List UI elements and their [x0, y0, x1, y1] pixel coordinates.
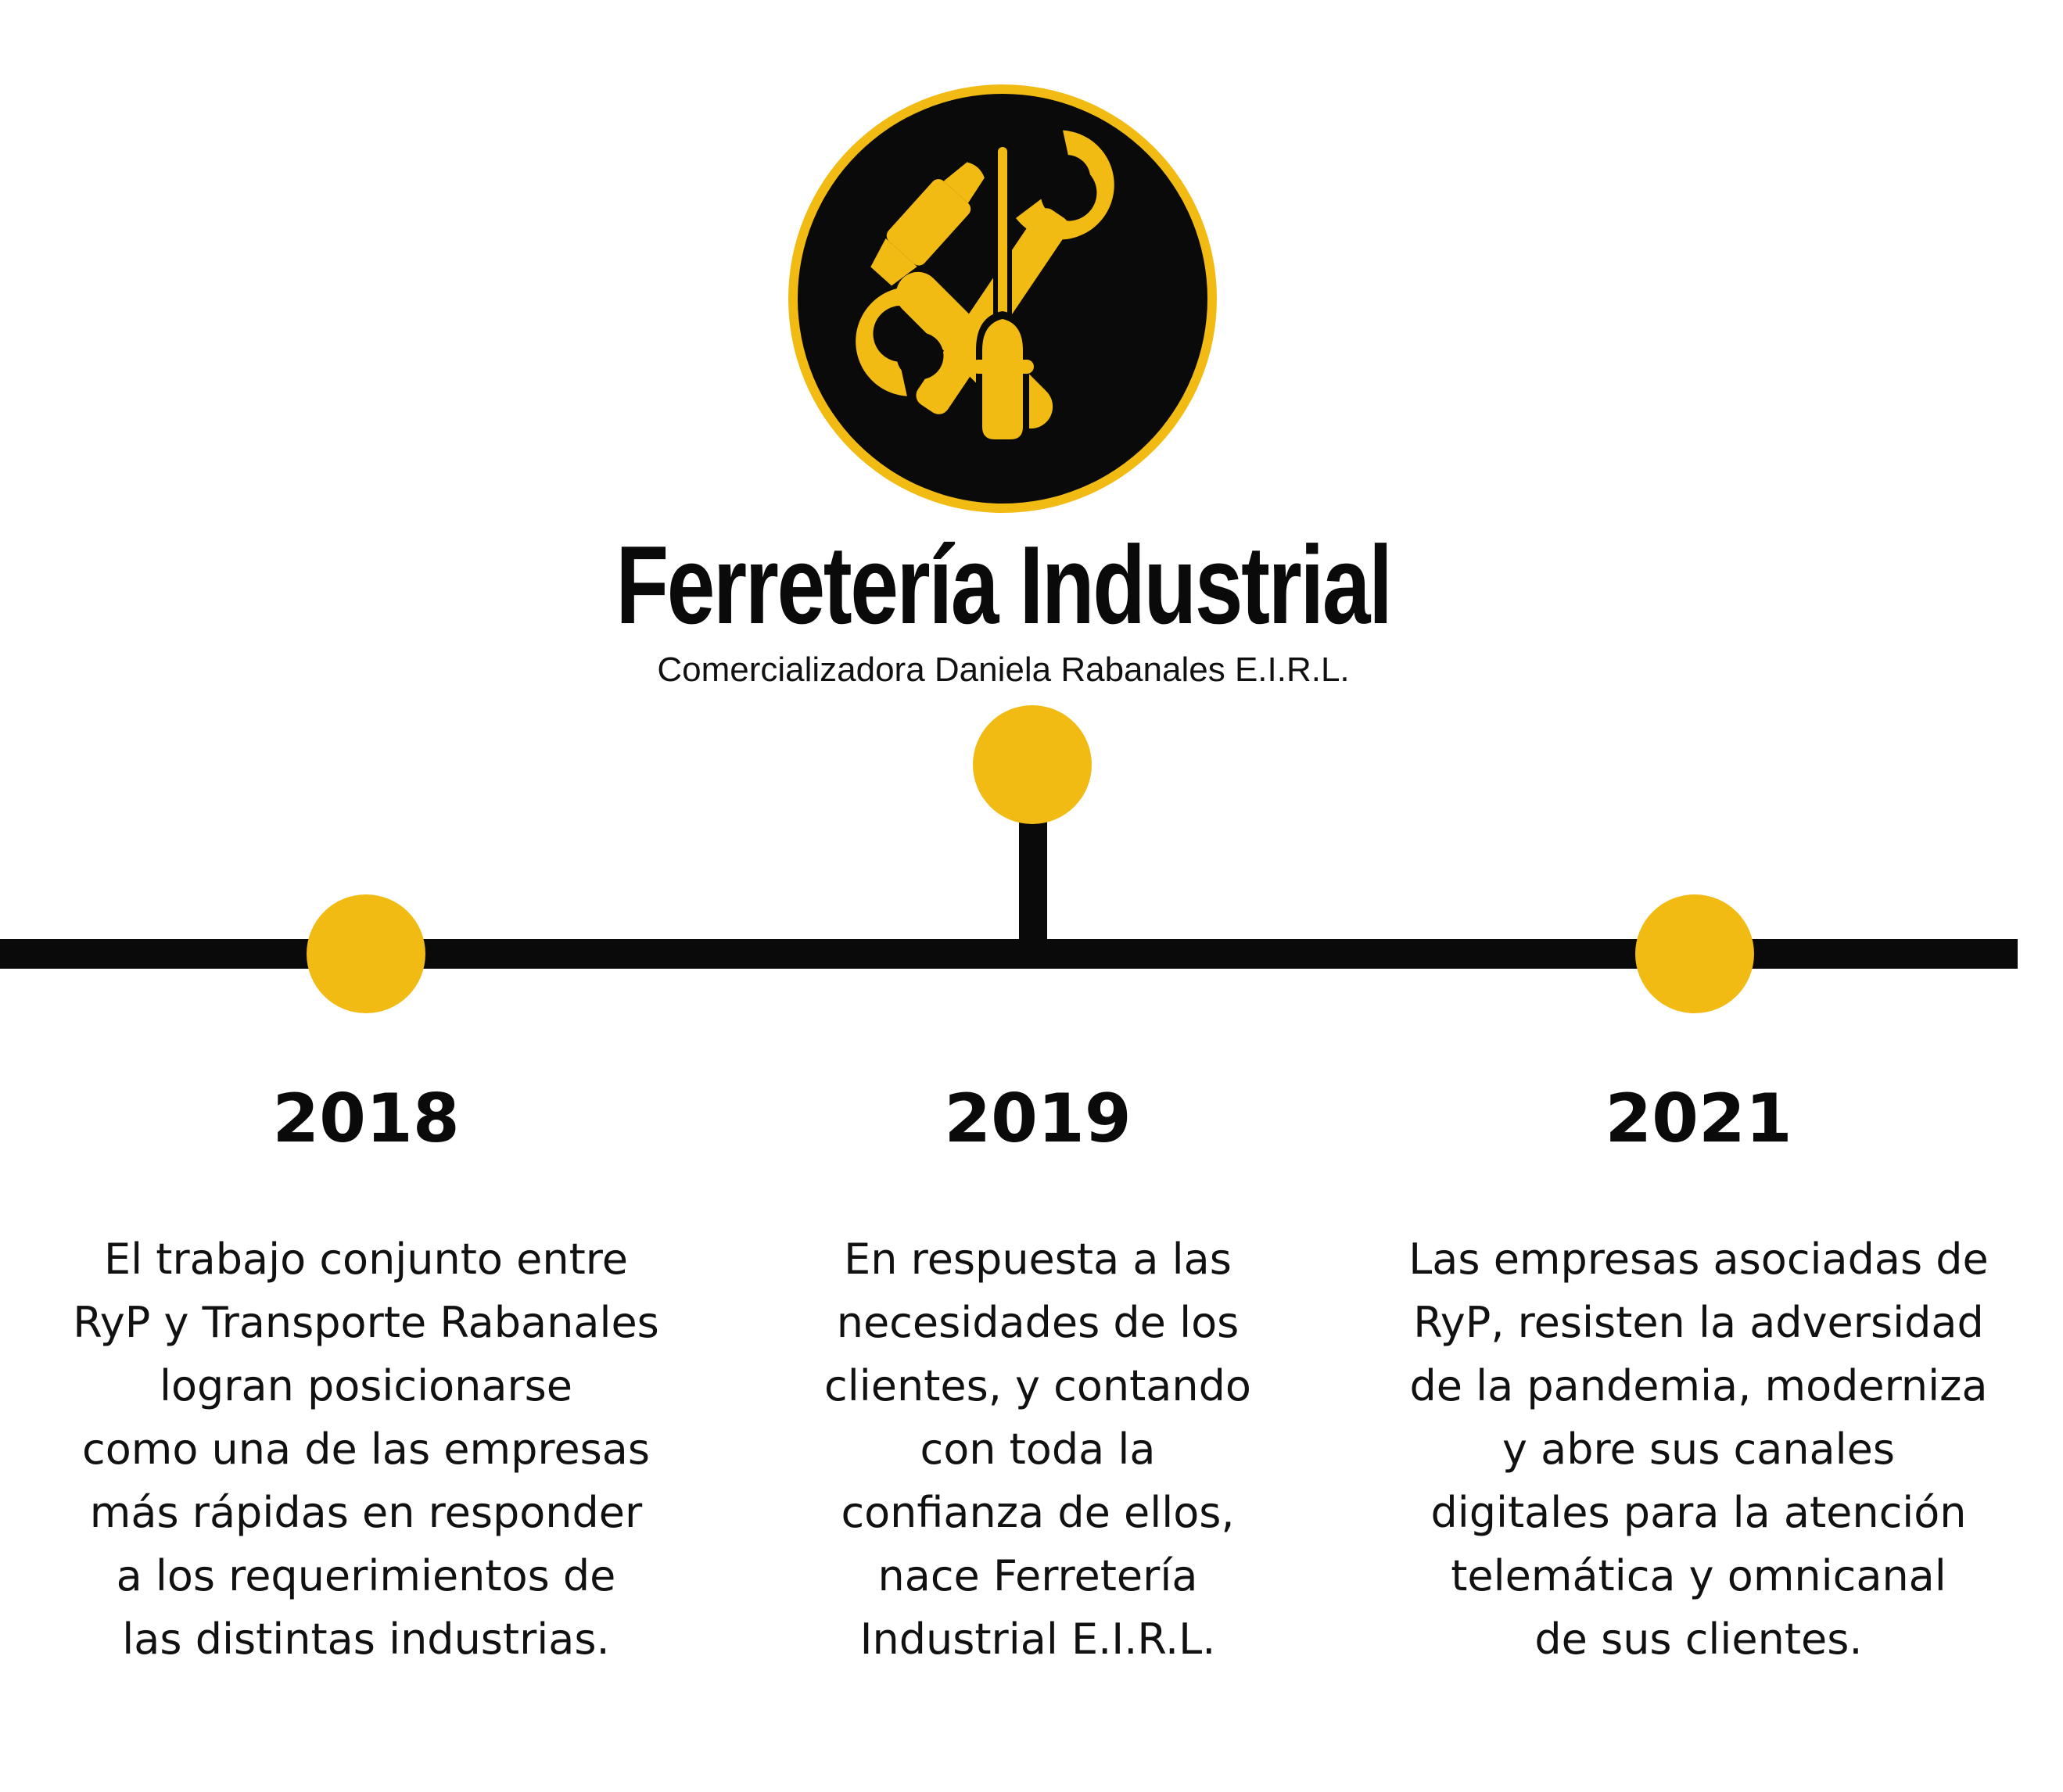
description-line: de la pandemia, moderniza [1409, 1361, 1988, 1410]
description-line: con toda la [920, 1425, 1156, 1474]
milestone-description-2018: El trabajo conjunto entre RyP y Transpor… [14, 1228, 718, 1671]
description-line: nace Ferretería [877, 1551, 1198, 1600]
wrench-icon [856, 130, 1114, 414]
screwdriver-icon [971, 144, 1034, 446]
milestone-description-2021: Las empresas asociadas de RyP, resisten … [1347, 1228, 2050, 1671]
description-line: Las empresas asociadas de [1408, 1235, 1989, 1284]
milestone-year-2018: 2018 [272, 1080, 460, 1158]
milestone-description-2019: En respuesta a las necesidades de los cl… [686, 1228, 1390, 1671]
description-line: logran posicionarse [159, 1361, 573, 1410]
description-line: las distintas industrias. [122, 1615, 610, 1664]
timeline-marker-2019 [973, 705, 1092, 824]
logo-emblem [788, 84, 1217, 513]
brand-subtitle: Comercializadora Daniela Rabanales E.I.R… [657, 650, 1350, 689]
milestone-year-2019: 2019 [944, 1080, 1132, 1158]
description-line: RyP, resisten la adversidad [1413, 1298, 1984, 1347]
description-line: RyP y Transporte Rabanales [73, 1298, 659, 1347]
description-line: clientes, y contando [824, 1361, 1251, 1410]
description-line: telemática y omnicanal [1451, 1551, 1946, 1600]
brand-title: Ferretería Industrial [615, 523, 1392, 647]
timeline-marker-2021 [1635, 894, 1754, 1013]
description-line: En respuesta a las [844, 1235, 1232, 1284]
timeline-connector-2019 [1019, 813, 1047, 954]
description-line: a los requerimientos de [116, 1551, 616, 1600]
milestone-year-2021: 2021 [1605, 1080, 1792, 1158]
description-line: digitales para la atención [1430, 1488, 1967, 1537]
description-line: de sus clientes. [1534, 1615, 1863, 1664]
description-line: El trabajo conjunto entre [104, 1235, 628, 1284]
description-line: Industrial E.I.R.L. [859, 1615, 1216, 1664]
description-line: confianza de ellos, [841, 1488, 1235, 1537]
description-line: más rápidas en responder [89, 1488, 643, 1537]
timeline-marker-2018 [307, 894, 425, 1013]
description-line: y abre sus canales [1502, 1425, 1895, 1474]
description-line: necesidades de los [836, 1298, 1240, 1347]
description-line: como una de las empresas [82, 1425, 650, 1474]
